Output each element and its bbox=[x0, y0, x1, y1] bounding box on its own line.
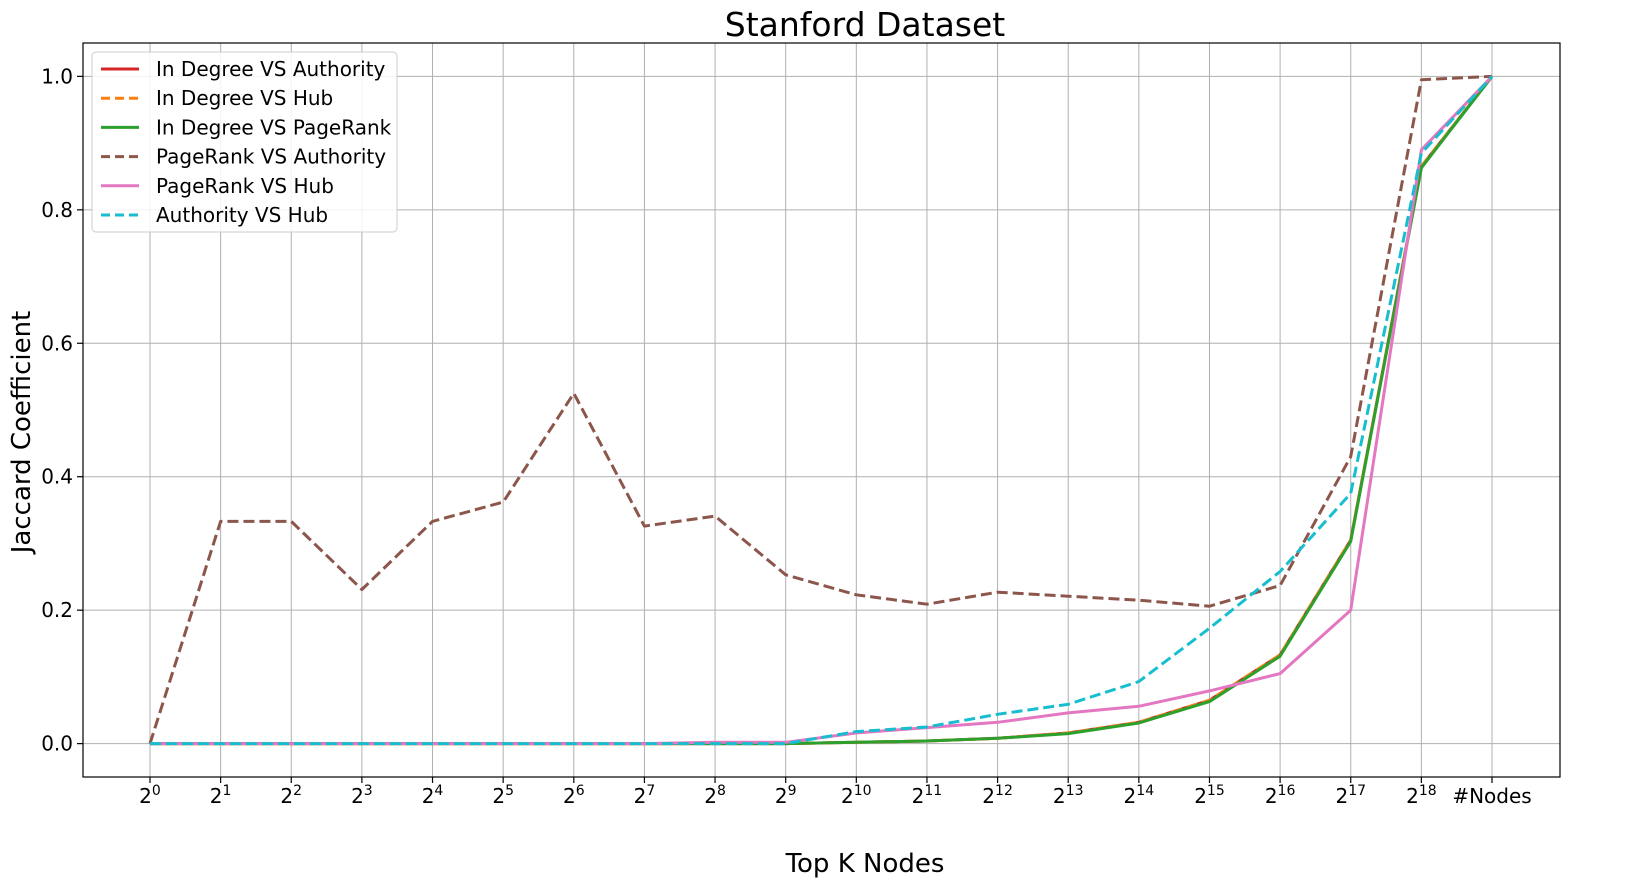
x-tick-label: 213 bbox=[1053, 783, 1084, 808]
series-line bbox=[150, 75, 1494, 746]
x-tick-label: 215 bbox=[1194, 783, 1225, 808]
x-tick-label: 26 bbox=[563, 783, 585, 808]
grid-lines bbox=[83, 43, 1560, 777]
x-tick-label: 214 bbox=[1124, 783, 1155, 808]
x-tick-label: 24 bbox=[422, 783, 444, 808]
chart-title: Stanford Dataset bbox=[725, 5, 1006, 44]
x-tick-label: 217 bbox=[1335, 783, 1366, 808]
y-axis-label: Jaccard Coefficient bbox=[7, 311, 37, 556]
x-tick-label: 212 bbox=[982, 783, 1013, 808]
y-tick-label: 0.4 bbox=[41, 465, 73, 489]
x-tick-label: 216 bbox=[1265, 783, 1296, 808]
x-tick-label: 27 bbox=[634, 783, 656, 808]
legend-label: In Degree VS PageRank bbox=[156, 115, 392, 139]
y-tick-label: 0.0 bbox=[41, 732, 73, 756]
x-axis-label: Top K Nodes bbox=[785, 849, 945, 879]
axis-ticks: 20 21 22 23 24 25 26 27 28 29 210 211 212 213 214 215 21… bbox=[41, 64, 1532, 808]
x-tick-label: 20 bbox=[139, 783, 161, 808]
legend-label: PageRank VS Authority bbox=[156, 145, 386, 169]
legend-label: In Degree VS Hub bbox=[156, 86, 333, 110]
y-tick-label: 0.2 bbox=[41, 598, 73, 622]
legend-label: PageRank VS Hub bbox=[156, 174, 334, 198]
x-tick-label: 21 bbox=[210, 783, 232, 808]
x-tick-label: 29 bbox=[775, 783, 797, 808]
x-tick-label: 218 bbox=[1406, 783, 1437, 808]
x-tick-label: #Nodes bbox=[1452, 784, 1531, 808]
series-line bbox=[150, 75, 1494, 746]
x-tick-label: 22 bbox=[280, 783, 302, 808]
y-tick-label: 0.8 bbox=[41, 198, 73, 222]
series-lines bbox=[148, 74, 1494, 746]
x-tick-label: 28 bbox=[704, 783, 726, 808]
x-tick-label: 25 bbox=[492, 783, 514, 808]
legend-box bbox=[91, 51, 398, 233]
legend-label: In Degree VS Authority bbox=[156, 57, 386, 81]
x-tick-label: 211 bbox=[912, 783, 943, 808]
legend: In Degree VS Authority In Degree VS Hub In… bbox=[91, 51, 398, 233]
series-line bbox=[148, 74, 1493, 745]
x-tick-label: 210 bbox=[841, 783, 872, 808]
plot-frame bbox=[82, 42, 1561, 778]
x-tick-label: 23 bbox=[351, 783, 373, 808]
legend-label: Authority VS Hub bbox=[156, 203, 328, 227]
y-tick-label: 0.6 bbox=[41, 331, 73, 355]
y-tick-label: 1.0 bbox=[41, 64, 73, 88]
